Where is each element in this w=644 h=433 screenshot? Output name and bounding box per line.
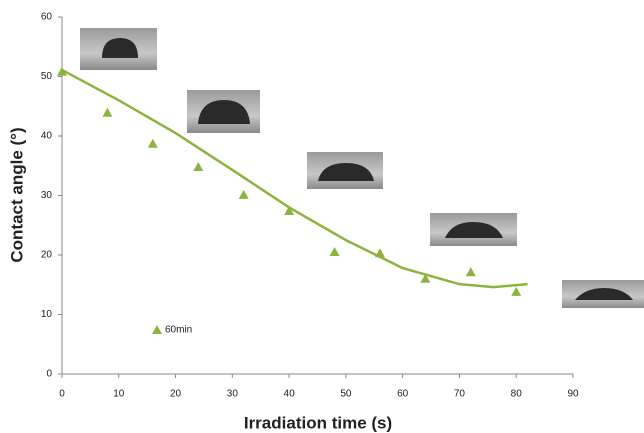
point: [193, 161, 204, 171]
y-tick-label: 0: [46, 369, 52, 380]
legend-label: 60min: [165, 325, 192, 336]
y-tick-label: 50: [41, 71, 53, 82]
y-tick-label: 40: [41, 131, 53, 142]
y-tick-label: 60: [41, 12, 53, 23]
legend-symbol: [152, 325, 162, 334]
y-tick-label: 10: [41, 309, 53, 320]
point: [57, 66, 67, 76]
y-axis-label: Contact angle (°): [7, 127, 26, 262]
point: [329, 247, 340, 257]
drop-image: [562, 280, 644, 308]
point: [374, 248, 385, 258]
drop-image: [430, 213, 517, 246]
drop-image: [187, 90, 260, 133]
x-tick-label: 50: [340, 389, 352, 400]
point: [420, 273, 431, 283]
drop-image: [307, 152, 383, 189]
x-tick-label: 80: [511, 389, 523, 400]
x-tick-label: 20: [170, 389, 182, 400]
drop-images: [80, 28, 644, 308]
x-tick-label: 60: [397, 389, 409, 400]
point: [102, 107, 113, 117]
y-tick-label: 20: [41, 250, 53, 261]
point: [465, 267, 476, 277]
trendline: [61, 68, 528, 289]
point: [238, 189, 249, 199]
x-tick-label: 90: [567, 389, 579, 400]
y-tick-label: 30: [41, 190, 53, 201]
x-tick-label: 40: [284, 389, 296, 400]
point: [511, 286, 522, 296]
point: [147, 138, 158, 148]
drop-image: [80, 28, 157, 70]
x-tick-label: 0: [59, 389, 65, 400]
point: [284, 205, 295, 215]
x-axis-label: Irradiation time (s): [244, 413, 392, 432]
x-tick-label: 30: [227, 389, 239, 400]
x-tick-label: 10: [113, 389, 125, 400]
x-tick-label: 70: [454, 389, 466, 400]
